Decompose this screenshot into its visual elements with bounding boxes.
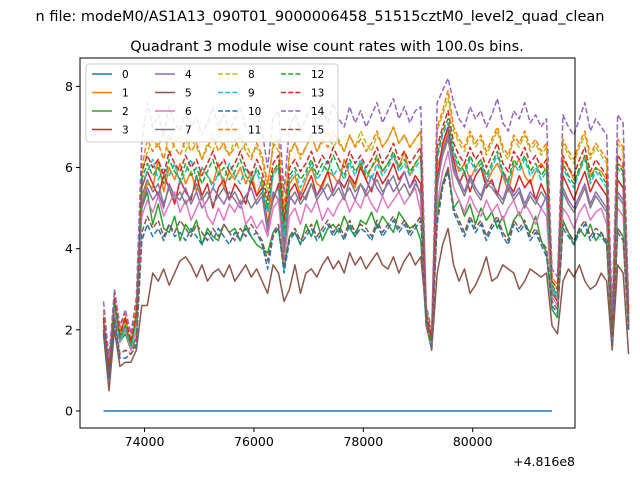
figure-suptitle: n file: modeM0/AS1A13_090T01_9000006458_…	[36, 9, 605, 25]
series-line-3	[102, 126, 630, 372]
series-line-15	[102, 166, 630, 376]
legend-label-14: 14	[311, 106, 325, 118]
legend-label-2: 2	[122, 106, 129, 118]
y-tick-label: 6	[65, 160, 73, 175]
series-line-7	[102, 138, 630, 368]
x-offset-label: +4.816e8	[513, 454, 575, 469]
series-line-11	[102, 89, 630, 364]
legend-label-9: 9	[248, 87, 255, 99]
series-line-8	[102, 97, 630, 368]
legend-label-1: 1	[122, 87, 129, 99]
series-line-12	[102, 118, 630, 372]
legend-label-4: 4	[185, 69, 192, 81]
legend-label-0: 0	[122, 69, 129, 81]
legend-label-15: 15	[311, 124, 324, 136]
series-line-9	[102, 122, 630, 372]
x-tick-label: 78000	[343, 434, 383, 449]
legend-label-13: 13	[311, 87, 324, 99]
legend-label-6: 6	[185, 106, 192, 118]
chart-title: Quadrant 3 module wise count rates with …	[130, 39, 524, 55]
series-line-6	[102, 150, 630, 372]
series-line-13	[102, 109, 630, 368]
legend-box	[85, 63, 339, 143]
x-tick-label: 74000	[125, 434, 165, 449]
x-axis: 74000 76000 78000 80000	[125, 428, 493, 449]
y-tick-label: 4	[65, 241, 73, 256]
y-axis: 0 2 4 6 8	[65, 79, 80, 418]
y-tick-label: 0	[65, 403, 73, 418]
legend-label-7: 7	[185, 124, 192, 136]
legend-label-5: 5	[185, 87, 192, 99]
x-tick-label: 80000	[453, 434, 493, 449]
series-line-5	[102, 227, 630, 392]
y-tick-label: 2	[65, 322, 73, 337]
plot-series-group	[102, 77, 630, 412]
x-tick-label: 76000	[234, 434, 274, 449]
series-line-10	[102, 170, 630, 380]
y-tick-label: 8	[65, 79, 73, 94]
legend-label-11: 11	[248, 124, 261, 136]
legend-label-12: 12	[311, 69, 324, 81]
legend-label-8: 8	[248, 69, 255, 81]
axes-frame	[79, 57, 576, 429]
legend-label-10: 10	[248, 106, 261, 118]
legend-label-3: 3	[122, 124, 129, 136]
